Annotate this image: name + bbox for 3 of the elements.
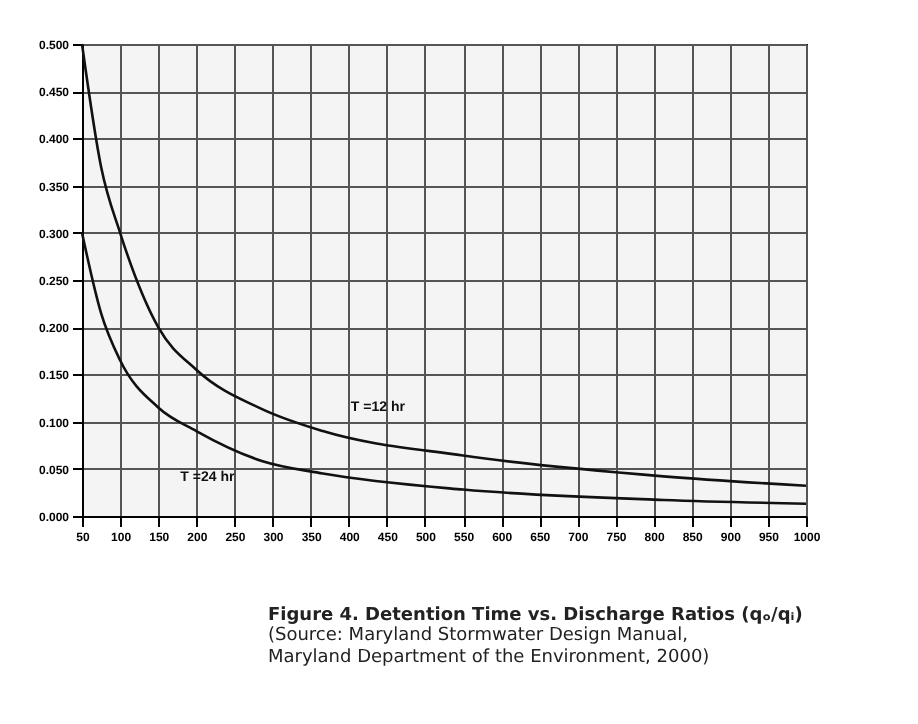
text: Figure 4. Detention Time vs. Discharge Ratios (qₒ/qᵢ) [267,606,803,626]
text: (Source: Maryland Stormwater Design Manual, Maryland Department of the Environment, 2000) [267,626,710,668]
line-series [80,231,808,506]
